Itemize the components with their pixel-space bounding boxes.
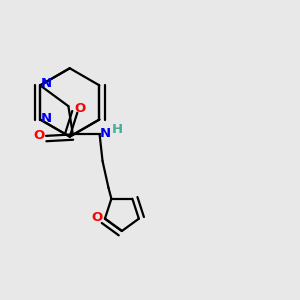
Text: N: N <box>41 112 52 124</box>
Text: O: O <box>33 129 44 142</box>
Text: N: N <box>100 127 111 140</box>
Text: N: N <box>41 77 52 90</box>
Text: O: O <box>91 211 102 224</box>
Text: O: O <box>74 102 85 115</box>
Text: H: H <box>112 123 123 136</box>
